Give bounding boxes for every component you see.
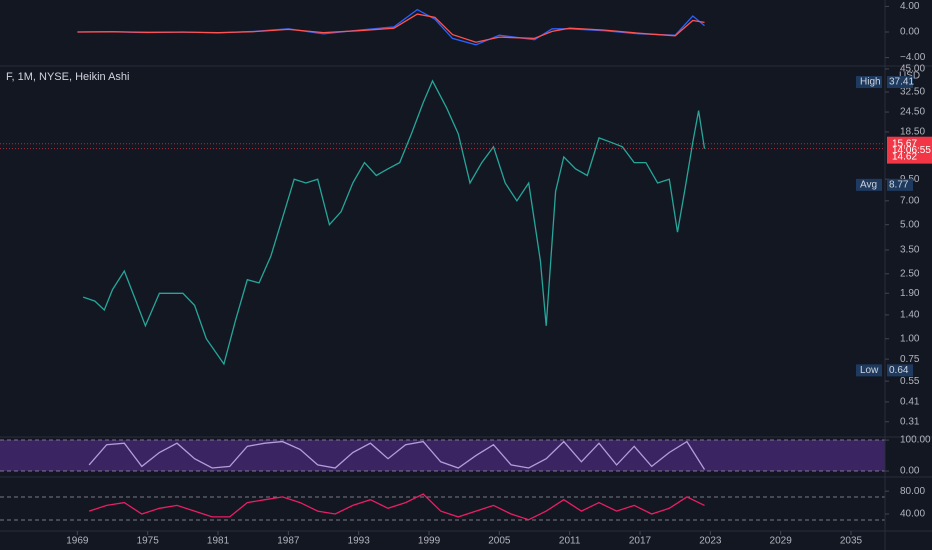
series-line	[88, 493, 705, 521]
countdown: 14:06:55	[892, 145, 931, 156]
series-line	[88, 440, 706, 470]
x-tick-label: 1987	[277, 536, 300, 547]
x-tick-label: 1981	[207, 536, 230, 547]
marker-box	[856, 76, 882, 89]
x-tick-label: 1993	[348, 536, 371, 547]
y-tick-label: 40.00	[900, 509, 925, 520]
y-tick-label: 1.40	[900, 310, 920, 321]
y-tick-label: 0.41	[900, 397, 920, 408]
series-line	[77, 13, 705, 43]
x-tick-label: 2023	[699, 536, 722, 547]
marker-label: High	[860, 77, 881, 88]
marker-box	[856, 178, 882, 191]
x-tick-label: 2017	[629, 536, 652, 547]
y-tick-label: 0.00	[900, 466, 920, 477]
y-tick-label: 32.50	[900, 87, 925, 98]
y-tick-label: 5.00	[900, 219, 920, 230]
x-tick-label: 2005	[488, 536, 511, 547]
x-tick-label: 2011	[559, 536, 581, 547]
series-line	[82, 79, 706, 366]
x-tick-label: 1969	[66, 536, 89, 547]
marker-label: Low	[860, 365, 879, 376]
x-tick-label: 1975	[137, 536, 160, 547]
marker-value-box	[887, 364, 913, 377]
marker-value-box	[887, 178, 913, 191]
x-tick-label: 2035	[840, 536, 863, 547]
x-tick-label: 1999	[418, 536, 441, 547]
y-tick-label: 1.00	[900, 333, 920, 344]
stoch-band	[0, 440, 885, 471]
price-label: 15.67	[892, 138, 917, 149]
y-tick-label: 1.90	[900, 288, 920, 299]
marker-value-box	[887, 76, 913, 89]
marker-value: 37.41	[889, 77, 914, 88]
chart-title: F, 1M, NYSE, Heikin Ashi	[6, 71, 130, 83]
marker-value: 0.64	[889, 365, 909, 376]
marker-box	[856, 364, 882, 377]
y-tick-label: 24.50	[900, 107, 925, 118]
y-tick-label: 7.00	[900, 195, 920, 206]
y-tick-label: 0.00	[900, 27, 920, 38]
y-tick-label: 3.50	[900, 245, 920, 256]
marker-value: 8.77	[889, 179, 909, 190]
y-tick-label: 45.00	[900, 64, 925, 75]
y-tick-label: 0.75	[900, 354, 920, 365]
y-tick-label: 18.50	[900, 127, 925, 138]
y-tick-label: 4.00	[900, 1, 920, 12]
y-tick-label: 100.00	[900, 435, 931, 446]
y-tick-label: 80.00	[900, 486, 925, 497]
y-tick-label: 2.50	[900, 268, 920, 279]
y-tick-label: −4.00	[900, 52, 926, 63]
x-tick-label: 2029	[770, 536, 793, 547]
marker-label: Avg	[860, 179, 877, 190]
price-label: 14.62	[892, 151, 917, 162]
y-tick-label: 0.55	[900, 376, 920, 387]
y-tick-label: 0.31	[900, 416, 920, 427]
price-box	[887, 136, 932, 164]
